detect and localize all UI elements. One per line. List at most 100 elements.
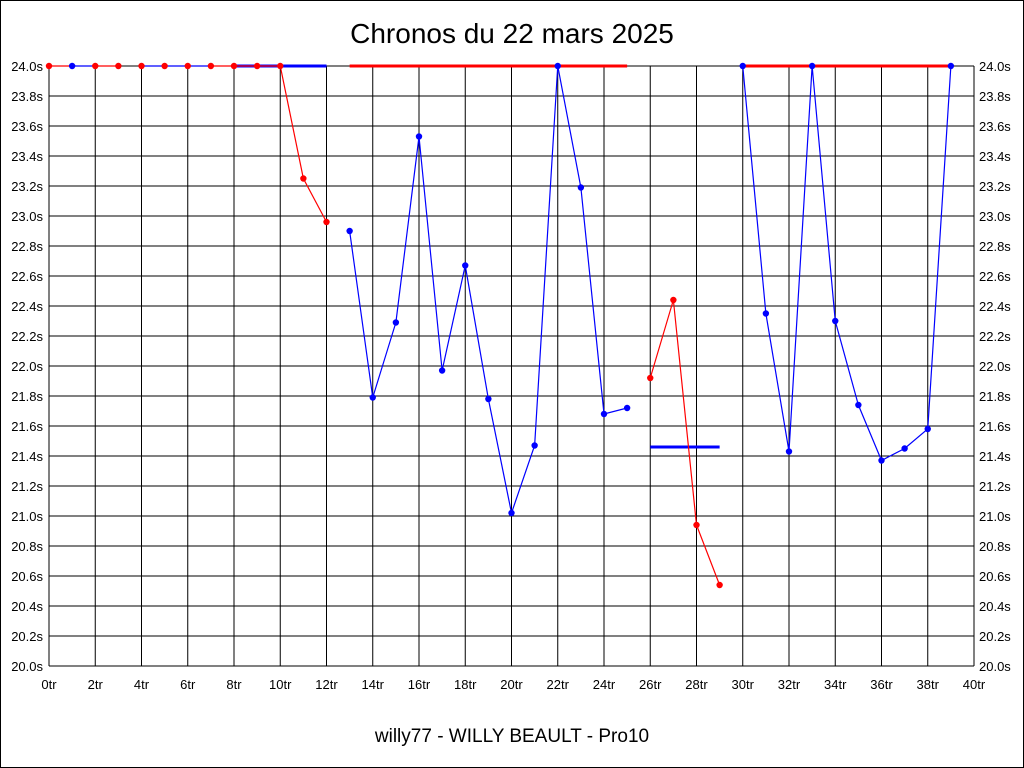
y-tick-label-right: 22.0s [979,359,1011,374]
x-tick-label: 38tr [917,677,940,692]
x-tick-label: 2tr [88,677,104,692]
data-point [230,62,238,70]
data-point [207,62,215,70]
y-tick-label-left: 22.6s [11,269,43,284]
y-tick-label-right: 21.6s [979,419,1011,434]
y-tick-label-left: 23.8s [11,89,43,104]
y-tick-label-right: 20.2s [979,629,1011,644]
data-point [623,404,631,412]
x-tick-label: 34tr [824,677,847,692]
y-tick-label-right: 22.2s [979,329,1011,344]
y-tick-label-left: 23.0s [11,209,43,224]
data-point [438,367,446,374]
y-tick-label-right: 23.0s [979,209,1011,224]
series-line [210,65,328,223]
data-point [577,184,585,191]
y-tick-label-left: 21.4s [11,449,43,464]
data-point [670,296,677,304]
x-tick-label: 12tr [315,677,338,692]
data-point [531,442,538,449]
data-point [45,62,53,70]
data-point [554,62,561,70]
y-tick-label-left: 20.4s [11,599,43,614]
data-point [68,62,76,70]
y-tick-label-left: 22.0s [11,359,43,374]
data-point [762,310,770,317]
x-tick-label: 14tr [362,677,385,692]
y-tick-label-right: 20.4s [979,599,1011,614]
data-point [346,227,353,235]
data-point [808,62,816,70]
y-tick-label-right: 20.8s [979,539,1011,554]
y-tick-label-left: 20.8s [11,539,43,554]
y-tick-label-left: 22.8s [11,239,43,254]
x-tick-label: 24tr [593,677,616,692]
data-point [924,425,931,433]
x-tick-label: 40tr [963,677,986,692]
x-tick-label: 18tr [454,677,477,692]
data-point [693,521,700,529]
data-point [647,374,654,382]
data-point [323,218,330,226]
y-tick-label-right: 20.6s [979,569,1011,584]
data-point [739,62,746,70]
y-tick-label-right: 21.4s [979,449,1011,464]
x-axis-labels: 0tr 2tr 4tr 6tr 8tr 10tr 12tr 14tr 16tr 18tr 20tr 2… [41,677,985,692]
y-tick-label-right: 21.2s [979,479,1011,494]
x-tick-label: 28tr [685,677,708,692]
data-point [855,401,862,409]
x-tick-label: 36tr [870,677,893,692]
y-tick-label-left: 22.2s [11,329,43,344]
y-tick-label-left: 23.6s [11,119,43,134]
x-tick-label: 8tr [226,677,242,692]
data-point [832,317,839,325]
y-tick-label-right: 22.4s [979,299,1011,314]
data-point [947,62,955,70]
y-tick-label-right: 22.8s [979,239,1011,254]
data-point [716,581,723,589]
x-tick-label: 4tr [134,677,150,692]
chart-grid [48,65,975,667]
x-tick-label: 30tr [732,677,755,692]
data-point [115,62,122,70]
x-tick-label: 0tr [41,677,57,692]
y-tick-label-left: 20.2s [11,629,43,644]
chart-title: Chronos du 22 mars 2025 [350,18,674,49]
y-tick-label-left: 22.4s [11,299,43,314]
x-tick-label: 10tr [269,677,292,692]
chart-series [49,65,952,586]
data-point [138,62,145,70]
y-tick-label-left: 21.0s [11,509,43,524]
data-point [485,395,492,403]
x-tick-label: 22tr [547,677,570,692]
series-line [349,65,628,516]
data-point [392,319,400,326]
y-tick-label-right: 23.4s [979,149,1011,164]
y-tick-label-right: 21.8s [979,389,1011,404]
data-point [600,410,608,418]
x-tick-label: 6tr [180,677,196,692]
y-axis-labels-left: 24.0s 23.8s 23.6s 23.4s 23.2s 23.0s 22.8s 22.6s… [11,59,43,674]
data-point [300,175,307,182]
y-axis-labels-right: 24.0s 23.8s 23.6s 23.4s 23.2s 23.0s 22.8s 22.6s… [979,59,1011,674]
data-point [184,62,191,70]
data-point [508,509,515,517]
data-point [415,133,423,140]
y-tick-label-left: 21.8s [11,389,43,404]
y-tick-label-right: 23.8s [979,89,1011,104]
data-point [462,262,469,269]
y-tick-label-right: 21.0s [979,509,1011,524]
y-tick-label-right: 23.6s [979,119,1011,134]
x-tick-label: 16tr [408,677,431,692]
data-point [277,62,284,70]
y-tick-label-left: 20.0s [11,659,43,674]
data-point [253,62,261,70]
y-tick-label-left: 23.4s [11,149,43,164]
data-point [785,448,793,455]
y-tick-label-right: 20.0s [979,659,1011,674]
y-tick-label-left: 21.2s [11,479,43,494]
y-tick-label-left: 24.0s [11,59,43,74]
data-point [161,62,168,70]
data-point [878,457,885,464]
